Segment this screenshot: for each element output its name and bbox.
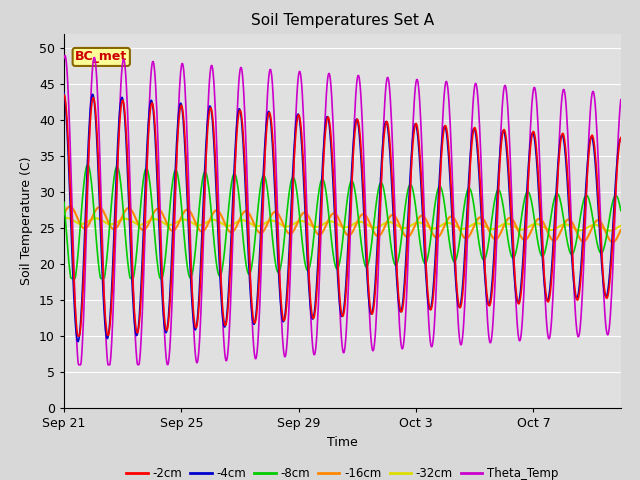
X-axis label: Time: Time [327,435,358,449]
Text: BC_met: BC_met [75,50,127,63]
Title: Soil Temperatures Set A: Soil Temperatures Set A [251,13,434,28]
Legend: -2cm, -4cm, -8cm, -16cm, -32cm, Theta_Temp: -2cm, -4cm, -8cm, -16cm, -32cm, Theta_Te… [122,463,563,480]
Y-axis label: Soil Temperature (C): Soil Temperature (C) [20,156,33,285]
